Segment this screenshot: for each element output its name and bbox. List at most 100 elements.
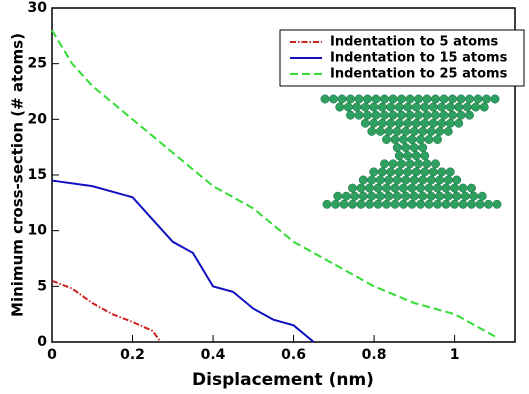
atom [422,159,432,169]
atom [380,159,389,169]
atom [341,191,351,201]
atom [399,183,408,193]
atom [435,191,445,201]
atom [445,102,455,112]
atom [403,118,413,128]
atom [371,110,381,120]
atom [356,183,366,193]
atom [418,126,428,136]
atom [456,94,466,104]
atom [484,199,493,209]
atom [384,126,394,136]
atom [414,94,423,104]
atom [401,175,411,185]
atom [352,102,362,112]
atom [403,151,413,161]
atom [339,199,349,209]
atom [392,175,402,185]
atom [377,118,387,128]
atom [426,126,436,136]
atom [335,102,345,112]
atom [424,135,434,144]
atom [439,110,449,120]
atom [320,94,330,104]
series-line [51,29,496,338]
atom [409,191,419,201]
atom [433,183,442,193]
atom [471,102,481,112]
atom [367,126,377,136]
atom [322,199,332,209]
atom [441,183,451,193]
atom [405,94,415,104]
atom [365,199,374,209]
atom [435,175,445,185]
x-tick-label: 0.8 [362,347,387,363]
y-tick-label: 10 [28,223,48,239]
atom [490,94,500,104]
atom [384,175,394,185]
x-tick-label: 0.2 [120,347,145,363]
atom [399,199,408,209]
atom [460,191,470,201]
atom [477,191,487,201]
atom [454,102,464,112]
atom [426,175,436,185]
atom [401,126,411,136]
atom [467,199,476,209]
atom [360,118,370,128]
atom [331,199,340,209]
y-tick-label: 5 [37,278,47,294]
atom [380,110,389,120]
atom [382,135,391,144]
atom [394,102,404,112]
atom [399,135,408,144]
atom [382,199,391,209]
atom [416,199,425,209]
x-tick-label: 0.4 [201,347,226,363]
atom [382,183,391,193]
x-tick-label: 0 [47,347,57,363]
atom [418,175,428,185]
atom [454,118,464,128]
atom [416,183,425,193]
atom [365,183,374,193]
atom [354,110,364,120]
atom [465,110,474,120]
atom [329,94,338,104]
atom [390,199,400,209]
atom [403,167,413,177]
legend-label: Indentation to 15 atoms [330,51,508,66]
atom [343,102,353,112]
atom [452,191,462,201]
atom [375,126,385,136]
atom [346,94,355,104]
atom [373,183,383,193]
atom [479,102,489,112]
atom [428,167,438,177]
atom [433,199,442,209]
atom [388,110,398,120]
atom [392,143,402,153]
atom [450,183,459,193]
atom [360,102,370,112]
atom [407,183,417,193]
atom [388,159,398,169]
atom [403,102,413,112]
atom [420,118,430,128]
atom [448,110,457,120]
atom [420,151,430,161]
atom [445,118,455,128]
atom [390,183,400,193]
atom [409,175,419,185]
atom [428,118,438,128]
atom [337,94,347,104]
atom [422,94,432,104]
atom [397,110,406,120]
atom [354,94,364,104]
atom [394,167,404,177]
atom [445,167,455,177]
atom [428,102,438,112]
atom [388,94,398,104]
